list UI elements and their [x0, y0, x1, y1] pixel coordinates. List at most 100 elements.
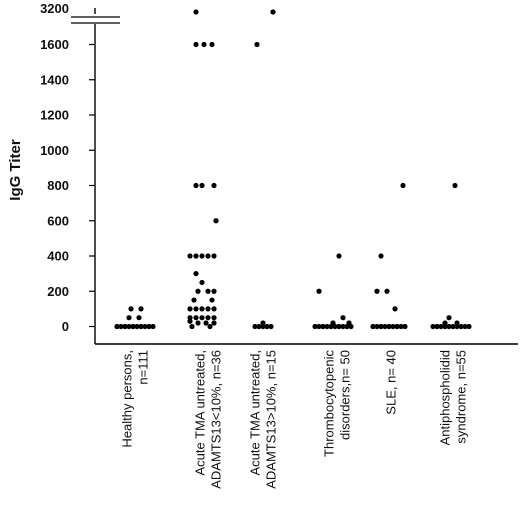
- y-tick-label: 1600: [40, 37, 69, 52]
- y-tick-label: 0: [62, 319, 69, 334]
- data-point: [336, 323, 342, 330]
- data-point: [462, 323, 468, 330]
- data-point: [390, 323, 396, 330]
- data-point: [205, 253, 211, 259]
- data-point: [316, 288, 322, 294]
- data-point: [330, 320, 336, 326]
- data-point: [211, 288, 217, 294]
- data-point: [142, 323, 148, 330]
- category-label: Acute TMA untreated,: [193, 350, 208, 476]
- data-point: [438, 323, 444, 330]
- data-point: [126, 323, 132, 330]
- data-point: [324, 323, 330, 330]
- data-point: [209, 41, 215, 48]
- data-point: [136, 315, 142, 321]
- data-point: [256, 323, 262, 330]
- category-label: Antiphospholidid: [438, 350, 453, 445]
- data-point: [122, 323, 128, 330]
- data-point: [254, 41, 260, 48]
- data-point: [466, 323, 472, 330]
- data-point: [446, 323, 452, 330]
- data-point: [193, 41, 199, 48]
- data-point: [193, 306, 199, 312]
- y-tick-label: 600: [47, 213, 69, 228]
- data-point: [316, 323, 322, 330]
- data-point: [430, 323, 436, 330]
- data-point: [209, 297, 215, 303]
- data-point: [320, 323, 326, 330]
- data-point: [205, 315, 211, 321]
- data-point: [450, 323, 456, 330]
- data-point: [211, 306, 217, 312]
- category-label: Acute TMA untreated,: [248, 350, 263, 476]
- data-point: [268, 323, 274, 330]
- data-point: [138, 306, 144, 312]
- data-point: [187, 306, 193, 312]
- data-point: [191, 297, 197, 303]
- data-point: [340, 315, 346, 321]
- data-point: [199, 315, 205, 321]
- data-point: [199, 253, 205, 259]
- axes: [71, 8, 518, 345]
- data-point: [138, 323, 144, 330]
- data-point: [434, 323, 440, 330]
- data-point: [205, 306, 211, 312]
- data-point: [114, 323, 120, 330]
- data-point: [398, 323, 404, 330]
- data-point: [442, 320, 448, 326]
- data-point: [252, 323, 258, 330]
- data-point: [187, 318, 193, 324]
- data-point: [452, 182, 458, 189]
- data-point: [386, 323, 392, 330]
- data-point: [394, 323, 400, 330]
- y-tick-label: 200: [47, 284, 69, 299]
- category-label: ADAMTS13>10%, n=15: [264, 350, 279, 489]
- data-point: [193, 271, 199, 277]
- data-point: [336, 253, 342, 259]
- data-point: [384, 288, 390, 294]
- data-point: [264, 323, 270, 330]
- data-point: [260, 320, 266, 326]
- data-point: [193, 9, 199, 15]
- category-label: syndrome, n=55: [454, 350, 469, 444]
- y-tick-label: 1400: [40, 72, 69, 87]
- category-labels: Healthy persons, n=111 Acute TMA untreated…: [120, 350, 469, 489]
- data-point: [195, 288, 201, 294]
- data-point: [382, 323, 388, 330]
- category-label: Healthy persons,: [120, 350, 135, 448]
- data-point: [374, 323, 380, 330]
- data-point: [199, 279, 205, 286]
- data-point: [392, 306, 398, 312]
- data-point: [195, 320, 201, 326]
- y-tick-label: 1000: [40, 143, 69, 158]
- data-point: [374, 288, 380, 294]
- data-point: [211, 320, 217, 326]
- data-point: [454, 320, 460, 326]
- data-point: [193, 182, 199, 189]
- data-point: [346, 320, 352, 326]
- data-point: [378, 253, 384, 259]
- data-point: [150, 323, 156, 330]
- data-point: [193, 315, 199, 321]
- data-point: [211, 253, 217, 259]
- data-point: [340, 323, 346, 330]
- data-point: [146, 323, 152, 330]
- data-point: [199, 306, 205, 312]
- y-tick-label: 800: [47, 178, 69, 193]
- data-point: [193, 253, 199, 259]
- data-point: [201, 41, 207, 48]
- data-point: [203, 320, 209, 326]
- data-point: [205, 288, 211, 294]
- category-label: SLE, n= 40: [384, 350, 399, 415]
- data-point: [118, 323, 124, 330]
- y-tick-label: 400: [47, 249, 69, 264]
- data-point: [270, 9, 276, 15]
- data-point: [199, 182, 205, 189]
- data-point: [134, 323, 140, 330]
- data-point: [211, 315, 217, 321]
- data-point: [189, 323, 195, 330]
- data-point: [400, 182, 406, 189]
- y-tick-label: 1200: [40, 108, 69, 123]
- data-point: [207, 323, 213, 330]
- data-point: [378, 323, 384, 330]
